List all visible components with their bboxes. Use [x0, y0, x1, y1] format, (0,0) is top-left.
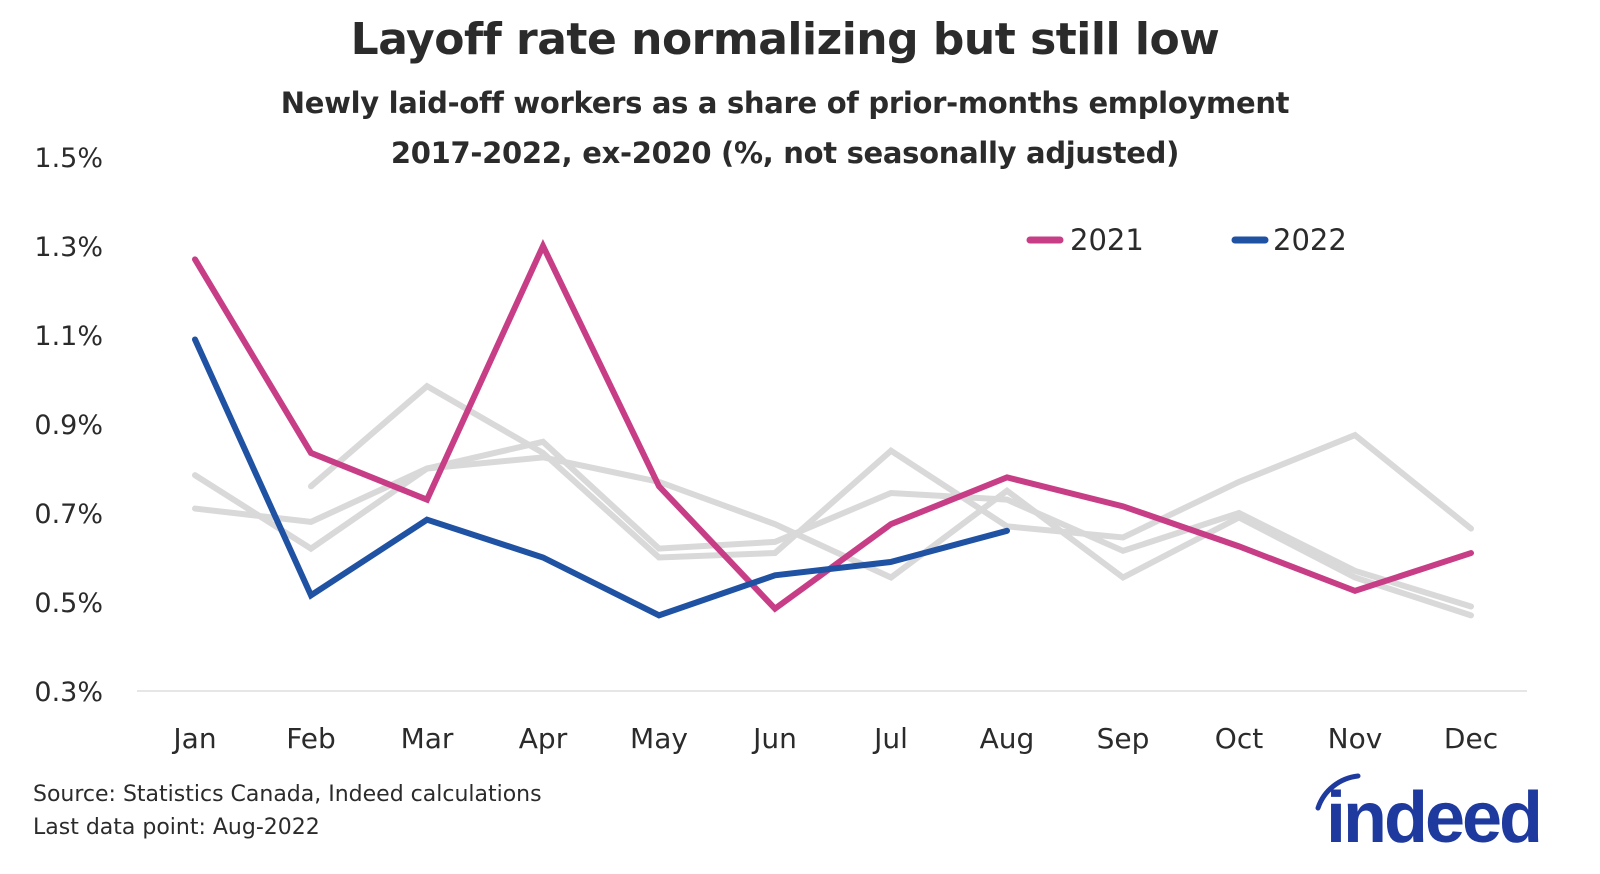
x-tick-label-dec: Dec [1444, 722, 1498, 755]
series-line-2022 [192, 336, 1010, 619]
series-line-other-year-C [308, 382, 1474, 561]
y-tick-label: 1.5% [34, 143, 103, 174]
legend-label-2021: 2021 [1070, 223, 1144, 257]
y-tick-label: 0.9% [34, 410, 103, 441]
logo-arc-icon [1315, 773, 1361, 811]
x-tick-label-may: May [630, 722, 688, 755]
series-line-2021 [192, 238, 1474, 613]
x-tick-label-mar: Mar [401, 722, 454, 755]
legend-label-2022: 2022 [1273, 223, 1347, 257]
x-tick-label-jul: Jul [872, 722, 908, 755]
chart-subtitle-line1: Newly laid-off workers as a share of pri… [280, 86, 1290, 120]
chart-subtitle-line2: 2017-2022, ex-2020 (%, not seasonally ad… [390, 136, 1180, 170]
legend-item-2022: 2022 [1231, 223, 1347, 257]
x-tick-label-jan: Jan [171, 722, 216, 755]
x-tick-label-oct: Oct [1215, 722, 1263, 755]
last-data-point-note: Last data point: Aug-2022 [33, 815, 320, 840]
logo-wordmark: indeed [1326, 778, 1540, 852]
x-tick-label-aug: Aug [980, 722, 1035, 755]
y-tick-label: 0.3% [34, 677, 103, 708]
y-tick-label: 1.1% [34, 321, 103, 352]
series-line-other-year-A [192, 438, 1474, 610]
x-tick-label-nov: Nov [1328, 722, 1383, 755]
x-tick-label-feb: Feb [286, 722, 336, 755]
series-lines [192, 238, 1474, 619]
x-axis: Jan Feb Mar Apr May Jun Jul Aug Sep Oct Nov Dec [171, 722, 1498, 755]
legend-item-2021: 2021 [1026, 223, 1144, 257]
y-tick-label: 0.5% [34, 588, 103, 619]
chart-title: Layoff rate normalizing but still low [350, 14, 1220, 65]
y-axis: 0.3% 0.5% 0.7% 0.9% 1.1% 1.3% 1.5% [34, 143, 103, 708]
x-tick-label-jun: Jun [751, 722, 797, 755]
y-tick-label: 0.7% [34, 499, 103, 530]
legend: 2021 2022 [1026, 223, 1347, 257]
series-line-other-year-B [192, 454, 1474, 619]
source-note: Source: Statistics Canada, Indeed calcul… [33, 782, 542, 807]
x-tick-label-sep: Sep [1097, 722, 1150, 755]
y-tick-label: 1.3% [34, 232, 103, 263]
x-tick-label-apr: Apr [519, 722, 568, 755]
indeed-logo: indeed [1315, 773, 1540, 852]
